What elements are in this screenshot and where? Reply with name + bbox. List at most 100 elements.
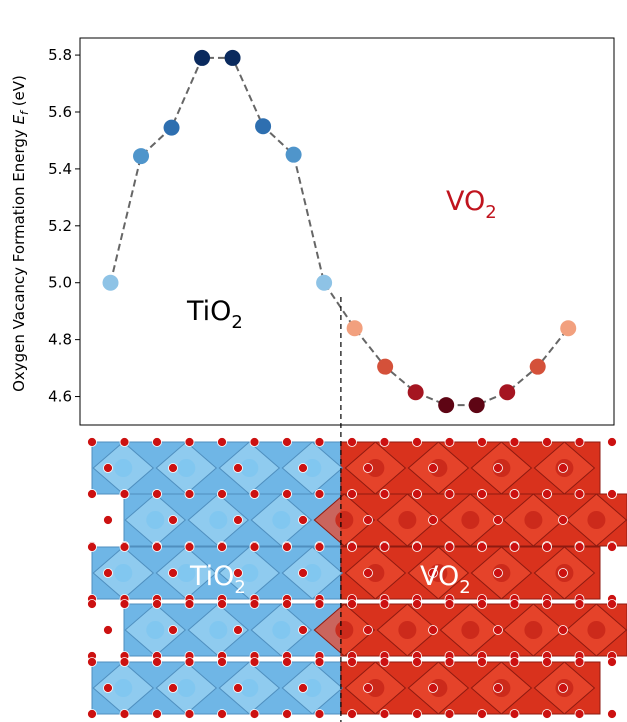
oxygen-atom <box>217 437 227 447</box>
oxygen-atom <box>298 568 308 578</box>
dashed-energy-line <box>109 56 570 407</box>
y-tick-label: 5.8 <box>48 46 72 64</box>
oxygen-atom <box>249 489 260 499</box>
ti-atom <box>146 511 165 529</box>
oxygen-atom <box>509 599 520 609</box>
oxygen-atom <box>444 657 455 667</box>
oxygen-atom <box>428 625 438 635</box>
ti-atom <box>240 564 259 582</box>
oxygen-atom <box>233 625 243 635</box>
oxygen-atom <box>103 625 113 635</box>
oxygen-atom <box>363 568 373 578</box>
oxygen-atom <box>574 709 585 719</box>
ti-atom <box>303 679 322 697</box>
ti-atom <box>114 679 133 697</box>
oxygen-atom <box>428 568 438 578</box>
oxygen-atom <box>152 709 162 719</box>
oxygen-atom <box>87 542 97 552</box>
oxygen-atom <box>119 709 130 719</box>
ti-atom <box>114 459 133 477</box>
oxygen-atom <box>444 437 455 447</box>
v-atom <box>398 621 417 639</box>
oxygen-atom <box>347 542 357 552</box>
y-axis-label: Oxygen Vacancy Formation Energy Ef (eV) <box>10 75 31 392</box>
crystal-structure-illustration <box>87 437 627 719</box>
oxygen-atom <box>607 599 617 609</box>
y-axis-ticks: 4.6 4.8 5.0 5.2 5.4 5.6 5.8 <box>48 46 80 406</box>
oxygen-atom <box>314 542 325 552</box>
data-point <box>346 320 363 337</box>
oxygen-atom <box>282 489 292 499</box>
oxygen-atom <box>477 542 487 552</box>
oxygen-atom <box>542 709 552 719</box>
oxygen-atom <box>217 489 227 499</box>
data-point <box>285 146 302 163</box>
oxygen-atom <box>217 542 227 552</box>
ti-atom <box>114 564 133 582</box>
oxygen-atom <box>363 515 373 525</box>
oxygen-atom <box>347 599 357 609</box>
tio2-region-label: TiO2 <box>186 296 243 333</box>
oxygen-atom <box>493 463 503 473</box>
oxygen-atom <box>233 568 243 578</box>
oxygen-atom <box>379 657 390 667</box>
oxygen-atom <box>412 542 422 552</box>
oxygen-atom <box>217 599 227 609</box>
oxygen-atom <box>444 599 455 609</box>
oxygen-atom <box>152 657 162 667</box>
oxygen-atom <box>168 683 178 693</box>
oxygen-atom <box>558 568 568 578</box>
plot-background <box>80 38 614 425</box>
oxygen-atom <box>152 489 162 499</box>
oxygen-atom <box>509 437 520 447</box>
oxygen-atom <box>607 709 617 719</box>
data-point <box>560 320 577 337</box>
oxygen-atom <box>363 625 373 635</box>
oxygen-atom <box>217 709 227 719</box>
oxygen-atom <box>379 437 390 447</box>
oxygen-atom <box>233 515 243 525</box>
oxygen-atom <box>558 463 568 473</box>
oxygen-atom <box>379 542 390 552</box>
oxygen-atom <box>444 542 455 552</box>
oxygen-atom <box>493 625 503 635</box>
ti-atom <box>272 621 291 639</box>
ti-atom <box>177 564 196 582</box>
oxygen-atom <box>347 437 357 447</box>
oxygen-atom <box>412 437 422 447</box>
oxygen-atom <box>314 709 325 719</box>
v-atom <box>335 621 354 639</box>
v-atom <box>366 459 385 477</box>
oxygen-atom <box>249 542 260 552</box>
oxygen-atom <box>119 599 130 609</box>
oxygen-atom <box>168 515 178 525</box>
data-point <box>377 358 394 375</box>
oxygen-atom <box>509 657 520 667</box>
oxygen-atom <box>282 542 292 552</box>
v-atom <box>524 511 543 529</box>
oxygen-atom <box>574 657 585 667</box>
oxygen-atom <box>282 599 292 609</box>
oxygen-atom <box>249 657 260 667</box>
v-atom <box>461 511 480 529</box>
oxygen-atom <box>477 489 487 499</box>
data-point <box>163 119 180 136</box>
oxygen-atom <box>184 542 195 552</box>
oxygen-atom <box>103 683 113 693</box>
ti-atom <box>240 459 259 477</box>
oxygen-atom <box>119 542 130 552</box>
oxygen-atom <box>363 683 373 693</box>
oxygen-atom <box>119 437 130 447</box>
oxygen-atom <box>542 599 552 609</box>
vo2-structure-label: VO2 <box>420 561 471 598</box>
data-point <box>438 397 455 414</box>
oxygen-atom <box>428 515 438 525</box>
oxygen-atom <box>412 489 422 499</box>
oxygen-atom <box>119 657 130 667</box>
ti-atom <box>240 679 259 697</box>
oxygen-atom <box>282 709 292 719</box>
oxygen-atom <box>379 709 390 719</box>
ti-atom <box>303 459 322 477</box>
v-atom <box>398 511 417 529</box>
oxygen-atom <box>412 599 422 609</box>
